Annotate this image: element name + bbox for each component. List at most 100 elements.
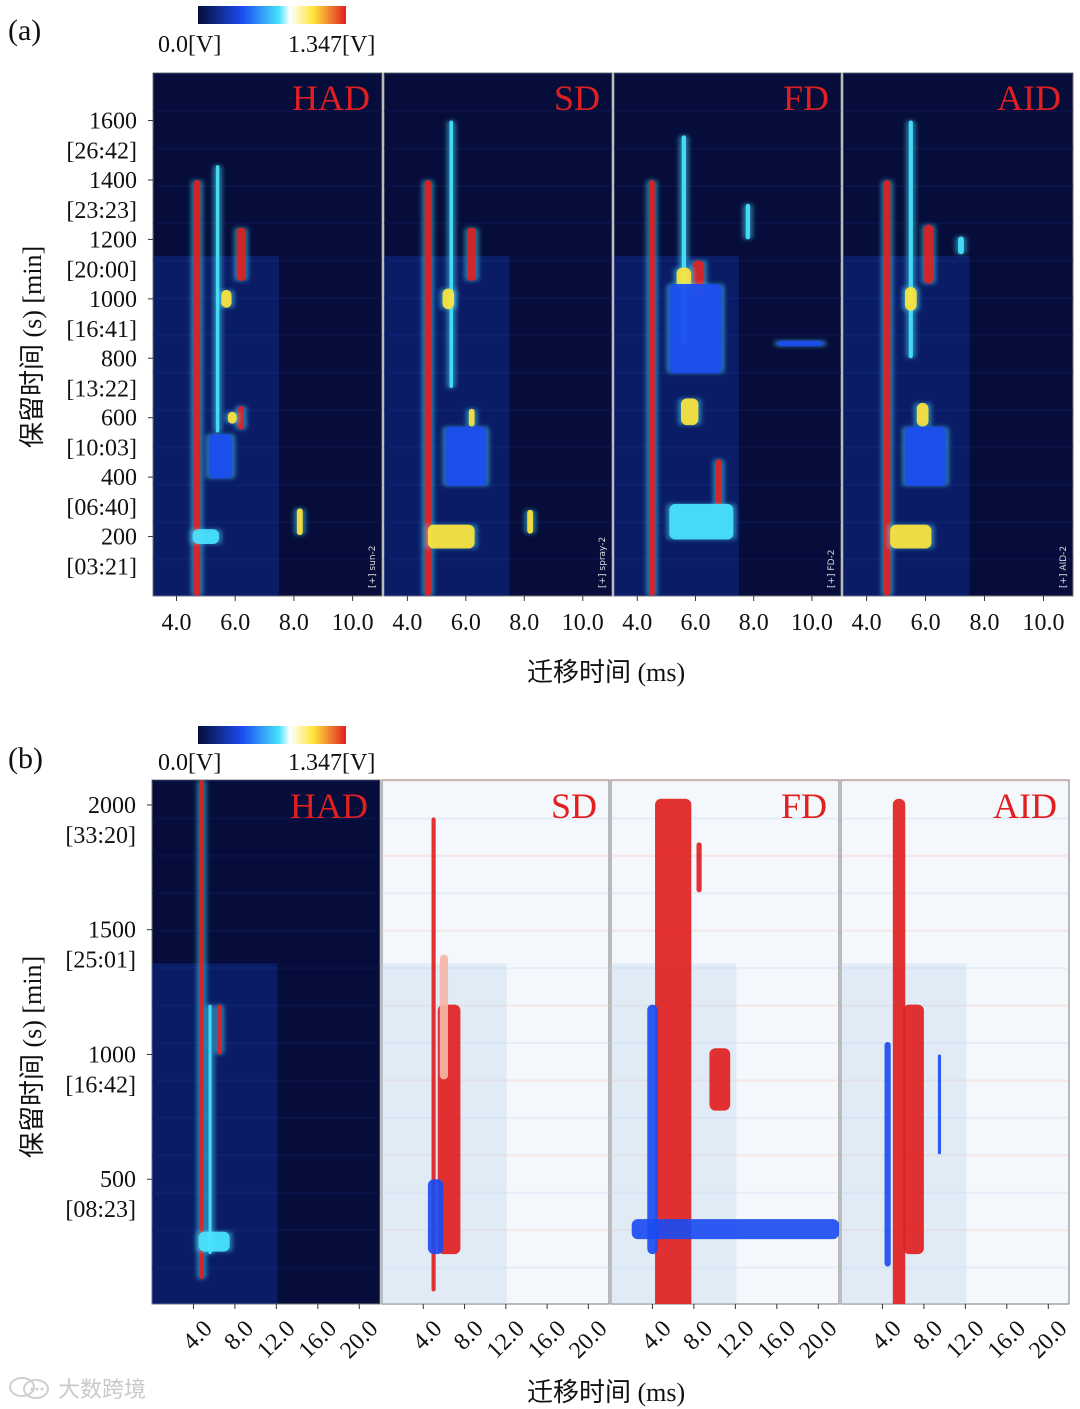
sample-label-fd: FD <box>781 786 827 826</box>
texture-band <box>152 854 380 857</box>
data-spot <box>904 426 947 487</box>
x-tick-label: 12.0 <box>482 1316 530 1364</box>
texture-band <box>152 1042 380 1044</box>
texture-band <box>382 967 609 970</box>
plot-area <box>614 73 841 596</box>
texture-band <box>841 1004 1069 1007</box>
x-tick-label: 16.0 <box>294 1316 342 1364</box>
sample-panel-had: HAD [+] sun-2 4.0 6.0 8.0 10.0 <box>152 72 383 636</box>
texture-band <box>841 854 1069 857</box>
texture-band <box>152 1116 380 1119</box>
texture-band <box>843 110 1073 113</box>
texture-band <box>382 1266 609 1269</box>
sample-label-sd: SD <box>551 786 597 826</box>
texture-band <box>611 892 839 895</box>
plot-area <box>611 780 839 1304</box>
y-tick-sublabel: [16:42] <box>65 1072 136 1098</box>
x-tick-label: 4.0 <box>161 610 191 636</box>
sample-side-label: [+] spray-2 <box>598 537 608 588</box>
sample-panel-fd: FD 4.0 8.012.016.020.0 <box>610 779 842 1364</box>
data-spot <box>427 1179 444 1255</box>
sample-label-sd: SD <box>554 78 600 118</box>
texture-band <box>614 73 841 75</box>
texture-band <box>843 297 1073 300</box>
plot-area <box>843 73 1073 596</box>
texture-band <box>614 222 841 225</box>
texture-band <box>614 483 841 486</box>
data-spot <box>696 842 702 893</box>
texture-band <box>384 147 612 150</box>
texture-band <box>153 409 382 412</box>
y-tick-sublabel: [10:03] <box>66 436 137 462</box>
data-spot <box>192 529 220 544</box>
texture-band <box>152 1079 380 1082</box>
texture-band <box>382 1042 609 1044</box>
data-spot <box>908 120 913 359</box>
x-tick-label: 6.0 <box>911 610 941 636</box>
data-spot <box>655 798 692 1304</box>
x-tick-label: 8.0 <box>739 610 769 636</box>
texture-band <box>614 334 841 337</box>
texture-band <box>841 1154 1069 1157</box>
texture-band <box>843 147 1073 150</box>
data-spot <box>892 798 906 1304</box>
x-tick-label: 16.0 <box>523 1316 571 1364</box>
data-spot <box>904 286 917 311</box>
x-tick-label: 8.0 <box>678 1316 718 1356</box>
texture-band <box>384 222 612 225</box>
data-spot <box>296 508 303 536</box>
data-spot <box>669 503 734 540</box>
plot-area <box>384 73 612 596</box>
x-tick-label: 10.0 <box>791 610 833 636</box>
texture-band <box>614 147 841 150</box>
data-spot <box>958 236 964 255</box>
data-spot <box>467 227 477 282</box>
plot-area <box>382 780 609 1304</box>
data-spot <box>903 1004 924 1255</box>
y-tick-label: 400 <box>101 465 137 491</box>
y-tick-label: 1200 <box>89 227 137 253</box>
sample-side-label: [+] FD-2 <box>827 549 837 588</box>
texture-band <box>153 222 382 225</box>
x-tick-label: 4.0 <box>622 610 652 636</box>
texture-band <box>382 854 609 857</box>
sample-side-label: [+] sun-2 <box>368 546 378 589</box>
x-tick-label: 10.0 <box>562 610 604 636</box>
texture-band <box>384 259 612 262</box>
texture-band <box>611 780 839 782</box>
colorbar-b-max-label: 1.347[V] <box>288 750 376 776</box>
texture-band <box>384 521 612 524</box>
y-tick-sublabel: [23:23] <box>66 198 137 224</box>
texture-band <box>614 185 841 188</box>
data-spot <box>208 1004 212 1255</box>
data-spot <box>227 411 237 424</box>
y-tick-sublabel: [03:21] <box>66 555 137 581</box>
y-tick-sublabel: [25:01] <box>65 948 136 974</box>
texture-band <box>384 409 612 412</box>
y-tick-sublabel: [13:22] <box>66 376 137 402</box>
x-tick-label: 4.0 <box>178 1316 218 1356</box>
texture-band <box>153 334 382 337</box>
texture-band <box>611 817 839 820</box>
x-tick-label: 16.0 <box>753 1316 801 1364</box>
texture-band <box>152 929 380 932</box>
texture-band <box>611 1154 839 1157</box>
sample-panel-had: HAD 4.0 8.012.016.020.0 <box>151 779 383 1364</box>
texture-band <box>384 446 612 449</box>
texture-band <box>153 558 382 561</box>
data-spot <box>884 1042 891 1267</box>
sample-side-label: [+] AID-2 <box>1059 546 1069 588</box>
texture-band <box>841 1116 1069 1119</box>
data-spot <box>745 203 751 240</box>
x-tick-label: 10.0 <box>1023 610 1065 636</box>
texture-band <box>382 892 609 895</box>
colorbar-a-min-label: 0.0[V] <box>158 32 222 58</box>
y-tick-sublabel: [16:41] <box>66 317 137 343</box>
data-spot <box>924 224 933 284</box>
texture-band <box>382 1154 609 1157</box>
texture-band <box>843 558 1073 561</box>
data-spot <box>527 509 534 534</box>
plot-area <box>841 780 1069 1304</box>
texture-band <box>841 1191 1069 1194</box>
texture-band <box>611 1116 839 1119</box>
